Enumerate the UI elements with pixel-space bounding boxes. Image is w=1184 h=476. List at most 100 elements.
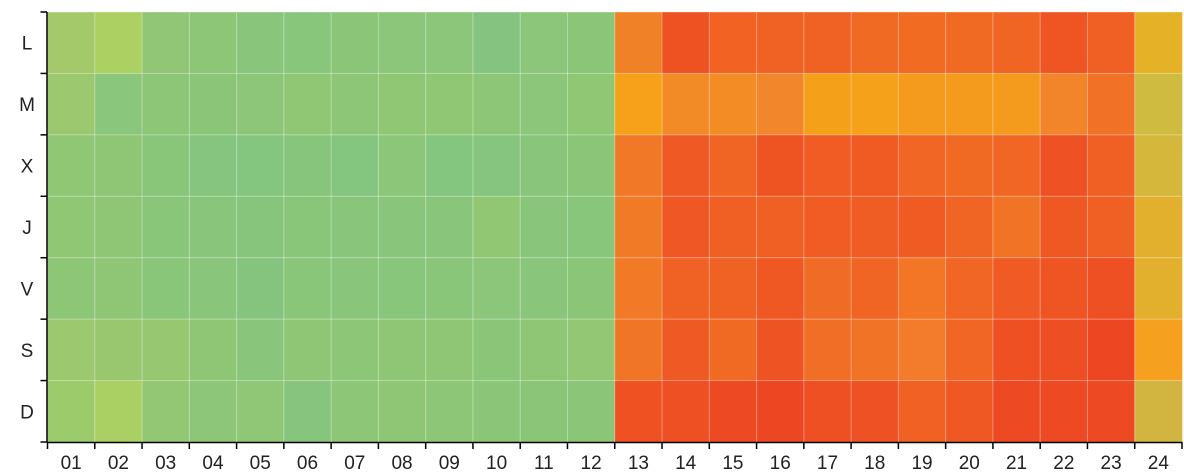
- heatmap-cell-V-08: [377, 257, 427, 321]
- heatmap-cell-V-23: [1086, 257, 1136, 321]
- heatmap-cell-D-04: [188, 380, 238, 444]
- heatmap-cell-D-01: [47, 380, 96, 444]
- heatmap-cell-D-23: [1086, 380, 1136, 444]
- heatmap-cell-L-09: [425, 11, 474, 75]
- x-tick-label: 01: [61, 453, 82, 474]
- heatmap-cell-M-06: [283, 72, 333, 136]
- heatmap-cell-J-01: [47, 195, 96, 259]
- x-tick-label: 13: [628, 453, 649, 474]
- heatmap-cell-M-17: [803, 72, 853, 136]
- x-tick-label: 11: [534, 453, 554, 474]
- heatmap-cell-L-17: [803, 11, 853, 75]
- heatmap-cell-J-14: [661, 195, 711, 259]
- x-tick-label: 05: [250, 453, 271, 474]
- heatmap-cell-L-03: [141, 11, 191, 75]
- x-tick-label: 18: [864, 453, 885, 474]
- heatmap-cell-D-15: [708, 380, 758, 444]
- heatmap-cell-V-06: [283, 257, 333, 321]
- x-tick-label: 09: [439, 453, 460, 474]
- heatmap-cell-D-06: [283, 380, 333, 444]
- heatmap-cell-V-22: [1039, 257, 1089, 321]
- heatmap-cell-S-03: [141, 318, 191, 382]
- heatmap-cell-V-10: [472, 257, 522, 321]
- heatmap-cell-J-13: [614, 195, 664, 259]
- heatmap-cell-J-10: [472, 195, 522, 259]
- y-tick-label: S: [21, 341, 34, 362]
- heatmap-cell-M-11: [519, 72, 569, 136]
- heatmap-cell-S-06: [283, 318, 333, 382]
- heatmap-cell-V-18: [850, 257, 900, 321]
- heatmap-cell-X-07: [330, 134, 380, 198]
- heatmap-cell-M-13: [614, 72, 664, 136]
- heatmap-cell-M-15: [708, 72, 758, 136]
- x-tick-label: 17: [817, 453, 838, 474]
- heatmap-cell-X-01: [47, 134, 96, 198]
- heatmap-cell-V-11: [519, 257, 569, 321]
- x-tick-label: 23: [1101, 453, 1122, 474]
- heatmap-cell-D-08: [377, 380, 427, 444]
- heatmap-cell-V-14: [661, 257, 711, 321]
- x-tick-label: 14: [675, 453, 697, 474]
- x-tick-label: 10: [486, 453, 507, 474]
- heatmap-cell-S-07: [330, 318, 380, 382]
- heatmap-cell-L-12: [566, 11, 616, 75]
- heatmap-cell-S-04: [188, 318, 238, 382]
- heatmap-cell-X-08: [377, 134, 427, 198]
- heatmap-cell-J-07: [330, 195, 380, 259]
- heatmap-cell-X-20: [945, 134, 994, 198]
- x-tick-label: 08: [391, 453, 412, 474]
- heatmap-cell-D-21: [992, 380, 1042, 444]
- heatmap-cell-J-06: [283, 195, 333, 259]
- heatmap-cell-L-02: [94, 11, 144, 75]
- heatmap-cell-L-07: [330, 11, 380, 75]
- y-tick-label: D: [20, 402, 34, 423]
- heatmap-cell-S-17: [803, 318, 853, 382]
- heatmap-cell-X-03: [141, 134, 191, 198]
- heatmap-cell-V-21: [992, 257, 1042, 321]
- heatmap-cell-L-18: [850, 11, 900, 75]
- heatmap-cell-D-13: [614, 380, 664, 444]
- heatmap-cell-D-09: [425, 380, 474, 444]
- heatmap-cell-L-20: [945, 11, 994, 75]
- heatmap-cell-V-09: [425, 257, 474, 321]
- heatmap-cell-J-02: [94, 195, 144, 259]
- heatmap-cell-X-10: [472, 134, 522, 198]
- heatmap-cell-X-02: [94, 134, 144, 198]
- heatmap-cell-X-04: [188, 134, 238, 198]
- heatmap-cell-M-16: [756, 72, 805, 136]
- heatmap-cell-L-13: [614, 11, 664, 75]
- heatmap-cell-M-08: [377, 72, 427, 136]
- heatmap-cell-X-13: [614, 134, 664, 198]
- heatmap-cell-V-17: [803, 257, 853, 321]
- x-tick-label: 16: [770, 453, 791, 474]
- heatmap-cell-M-03: [141, 72, 191, 136]
- x-tick-label: 21: [1006, 453, 1027, 474]
- heatmap-cell-J-19: [897, 195, 947, 259]
- heatmap-cell-L-11: [519, 11, 569, 75]
- heatmap-cell-D-12: [566, 380, 616, 444]
- heatmap-cell-M-12: [566, 72, 616, 136]
- heatmap-cell-J-22: [1039, 195, 1089, 259]
- heatmap-cell-S-14: [661, 318, 711, 382]
- y-tick-label: J: [22, 218, 32, 239]
- heatmap-cell-L-10: [472, 11, 522, 75]
- x-tick-label: 12: [581, 453, 602, 474]
- heatmap-cell-D-20: [945, 380, 994, 444]
- heatmap-cell-V-03: [141, 257, 191, 321]
- heatmap-cell-L-01: [47, 11, 96, 75]
- heatmap-cell-D-02: [94, 380, 144, 444]
- heatmap-cell-J-16: [756, 195, 805, 259]
- heatmap-cell-L-24: [1134, 11, 1183, 75]
- heatmap-cell-V-05: [236, 257, 285, 321]
- y-tick-label: L: [22, 34, 33, 55]
- heatmap-cell-J-11: [519, 195, 569, 259]
- x-tick-label: 03: [155, 453, 176, 474]
- heatmap-cell-L-21: [992, 11, 1042, 75]
- heatmap-cell-M-20: [945, 72, 994, 136]
- heatmap-cell-M-18: [850, 72, 900, 136]
- heatmap-cell-D-03: [141, 380, 191, 444]
- heatmap-cell-S-08: [377, 318, 427, 382]
- heatmap-cell-L-15: [708, 11, 758, 75]
- heatmap-cell-X-17: [803, 134, 853, 198]
